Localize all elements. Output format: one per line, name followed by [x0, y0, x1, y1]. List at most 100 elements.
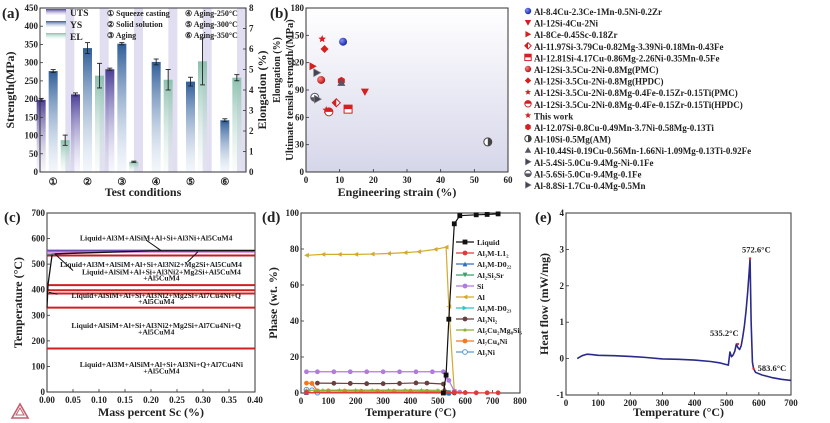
peak-annotation: 535.2°C: [710, 328, 739, 338]
y-tick-label: 30: [295, 140, 305, 150]
x-tick-label: 100: [591, 398, 605, 408]
peak-marker: [752, 367, 755, 370]
y-tick-label: 350: [25, 39, 39, 49]
panel-b-label: (b): [270, 6, 288, 22]
data-marker: [304, 390, 309, 395]
phase-region-label: +Al5CuM4: [138, 327, 175, 336]
legend-marker: [525, 123, 531, 131]
x-tick-label: 0: [564, 398, 569, 408]
marker-fill: [524, 100, 532, 104]
data-marker: [402, 250, 408, 255]
data-marker: [462, 316, 468, 322]
data-marker: [315, 369, 320, 375]
scatter-point: [318, 34, 326, 43]
x-tick-label: 200: [624, 398, 638, 408]
data-marker: [304, 369, 309, 375]
thermo-calc-triangle-icon: [10, 402, 30, 419]
condition-legend-label: ② Solid solution: [107, 20, 163, 29]
x-tick-label: 700: [784, 398, 798, 408]
legend-label: EL: [70, 33, 83, 43]
x-axis-title: Mass percent Sc (%): [98, 405, 204, 419]
panel-e-frame: [565, 212, 792, 396]
data-marker: [446, 378, 452, 383]
x-tick-label: 50: [470, 175, 480, 185]
data-marker: [473, 212, 479, 218]
phase-region-label: Liquid+AlSiM+Al+Si+Al3Ni2+Mg2Si+Al5CuM4: [82, 267, 241, 276]
data-marker: [484, 390, 490, 396]
data-marker: [331, 369, 337, 375]
y-tick-label: 700: [32, 208, 46, 218]
group-separator-stripe: [134, 8, 143, 172]
data-marker: [462, 338, 468, 344]
x-tick-label: 400: [404, 396, 418, 406]
data-marker: [397, 381, 402, 386]
phase-region-label: +Al5CuM4: [143, 366, 180, 375]
scatter-point: [313, 68, 322, 78]
legend-label: Al-8.4Cu-2.3Ce-1Mn-0.5Ni-0.2Zr: [534, 7, 662, 17]
legend-marker: [524, 89, 532, 95]
peak-annotation: 572.6°C: [742, 245, 771, 255]
legend-marker: [524, 134, 532, 143]
y-axis-title: Temperature (°C): [11, 257, 25, 348]
marker-fill: [487, 137, 492, 146]
data-marker: [416, 249, 422, 255]
legend-label: Al-8.8Si-1.7Cu-0.4Mg-0.5Mn: [534, 181, 646, 191]
legend-label: Al-5.6Si-5.0Cu-9.4Mg-0.1Fe: [534, 169, 642, 179]
y-tick-label: 100: [25, 131, 39, 141]
legend-label: Al-10Si-0.5Mg(AM): [534, 135, 611, 145]
y-tick-label: 200: [25, 94, 39, 104]
y-axis-title: Elongation (%): [255, 50, 269, 129]
legend-label: Al-12Si-3.5Cu-2Ni-0.8Mg-0.4Fe-0.15Zr-0.1…: [534, 88, 738, 98]
marker-fill: [332, 98, 337, 107]
bar-el: [163, 79, 173, 172]
data-marker: [443, 244, 449, 250]
y-axis-title: Ultimate tensile strength/(MPa): [285, 19, 296, 161]
x-tick-label: 0.35: [221, 395, 237, 405]
y-tick-label: 80: [290, 244, 300, 254]
y-right-tick-label: 0: [249, 167, 254, 177]
legend-label: Al₇Cu₄Ni: [477, 337, 508, 346]
y-tick-label: 4: [560, 208, 565, 218]
y-tick-label: 500: [32, 259, 46, 269]
legend-label: Al-12Si-3.5Cu-2Ni-0.8Mg(PMC): [534, 65, 658, 75]
bar-el: [129, 161, 139, 172]
x-tick-label: 0: [304, 175, 309, 185]
series-liquid: [440, 211, 501, 396]
legend-label: Al-12Si-3.5Cu-2Ni-0.8Mg(HPDC): [534, 77, 664, 87]
data-marker: [435, 387, 441, 393]
marker-fill: [524, 173, 532, 177]
condition-legend-label: ④ Aging-250°C: [185, 9, 238, 18]
y-tick-label: 0: [295, 388, 300, 398]
marker-fill: [344, 105, 353, 110]
phase-region-label: +Al5CuM4: [138, 297, 175, 306]
x-tick-label: 300: [656, 398, 670, 408]
dsc-curve: [576, 257, 792, 382]
data-marker: [413, 380, 419, 386]
group-separator-stripe: [99, 8, 109, 172]
x-tick-label: 0.20: [143, 395, 159, 405]
data-marker: [462, 327, 468, 332]
y-tick-label: 120: [291, 58, 305, 68]
series-al3m-l12: [304, 390, 501, 396]
bar-el: [95, 75, 104, 172]
scatter-point: [331, 98, 342, 108]
data-marker: [430, 369, 435, 375]
panel-c-label: (c): [4, 210, 21, 226]
scatter-point: [324, 107, 334, 117]
legend-marker: [524, 112, 532, 118]
data-marker: [413, 369, 419, 375]
data-marker: [347, 369, 353, 375]
x-tick-label: 700: [486, 396, 500, 406]
y-axis-title: Phase (wt. %): [266, 267, 280, 339]
x-axis-title: Test conditions: [105, 185, 182, 199]
legend-swatch: [46, 9, 66, 15]
x-tick-label: 500: [720, 398, 734, 408]
legend-label: Al₃M-L1₂: [477, 249, 509, 258]
legend-label: Al-10.44Si-0.19Cu-0.56Mn-1.66Ni-1.09Mg-0…: [534, 146, 751, 156]
x-tick-label: ④: [152, 177, 161, 188]
legend-label: YS: [70, 21, 82, 31]
data-marker: [419, 387, 424, 393]
bar-uts: [105, 69, 115, 172]
x-tick-label: 30: [403, 175, 413, 185]
x-tick-label: ⑥: [220, 177, 229, 188]
